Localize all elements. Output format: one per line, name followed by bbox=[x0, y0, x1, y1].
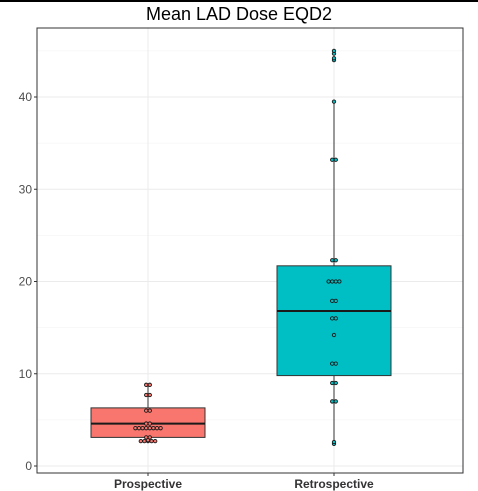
data-point bbox=[149, 438, 154, 444]
data-point bbox=[330, 380, 335, 386]
data-point bbox=[147, 392, 152, 398]
x-tick-label: Retrospective bbox=[294, 477, 374, 491]
data-point bbox=[333, 258, 338, 263]
data-point bbox=[147, 426, 152, 431]
data-point bbox=[330, 258, 335, 263]
data-point bbox=[333, 316, 338, 321]
data-point bbox=[330, 399, 335, 404]
data-point bbox=[326, 279, 331, 284]
data-point bbox=[147, 435, 152, 440]
data-point bbox=[154, 426, 160, 431]
data-point bbox=[333, 380, 338, 386]
data-point bbox=[158, 426, 163, 431]
data-point bbox=[333, 361, 338, 366]
data-point bbox=[331, 439, 337, 445]
data-point bbox=[136, 426, 142, 431]
data-point bbox=[151, 426, 156, 431]
data-point bbox=[138, 438, 143, 444]
data-point bbox=[333, 399, 338, 404]
y-tick-label: 0 bbox=[25, 459, 32, 473]
data-point bbox=[330, 316, 335, 321]
data-point bbox=[147, 408, 152, 413]
data-point bbox=[144, 382, 149, 387]
y-tick-label: 30 bbox=[19, 182, 33, 196]
data-point bbox=[330, 298, 335, 304]
data-point bbox=[144, 392, 149, 398]
data-point bbox=[144, 408, 149, 413]
data-point bbox=[333, 157, 338, 162]
data-point bbox=[153, 438, 158, 444]
y-tick-label: 20 bbox=[19, 275, 33, 289]
data-point bbox=[144, 426, 149, 431]
x-tick-label: Prospective bbox=[114, 477, 182, 491]
data-point bbox=[337, 279, 342, 284]
data-point bbox=[133, 426, 138, 431]
data-point bbox=[333, 279, 338, 284]
panel-border bbox=[36, 27, 464, 474]
data-point bbox=[330, 279, 335, 284]
data-point bbox=[331, 56, 337, 61]
box-retrospective bbox=[276, 265, 392, 377]
data-point bbox=[331, 332, 337, 338]
y-tick-label: 40 bbox=[19, 90, 33, 104]
top-border bbox=[0, 0, 478, 2]
data-point bbox=[331, 48, 337, 54]
data-point bbox=[140, 426, 145, 431]
chart-title: Mean LAD Dose EQD2 bbox=[145, 4, 333, 24]
data-point bbox=[147, 382, 152, 387]
y-tick-label: 10 bbox=[19, 367, 33, 381]
data-point bbox=[333, 298, 338, 304]
plot-panel bbox=[37, 28, 463, 473]
data-point bbox=[144, 435, 149, 440]
data-point bbox=[142, 438, 147, 444]
data-point bbox=[144, 421, 149, 426]
data-point bbox=[330, 361, 335, 366]
data-point bbox=[147, 421, 152, 426]
data-point bbox=[330, 157, 335, 162]
data-point bbox=[331, 99, 337, 104]
